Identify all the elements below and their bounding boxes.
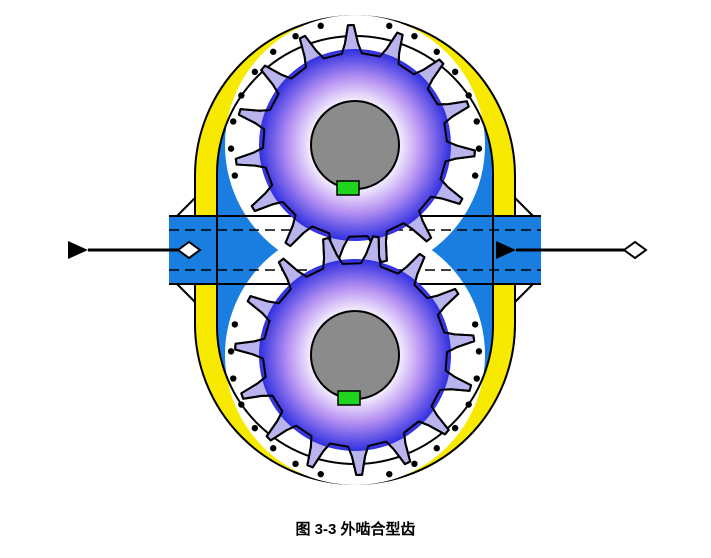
gear-pump-diagram [0, 0, 711, 500]
diagram-svg [0, 0, 711, 500]
figure-caption: 图 3-3 外啮合型齿 [295, 518, 415, 539]
